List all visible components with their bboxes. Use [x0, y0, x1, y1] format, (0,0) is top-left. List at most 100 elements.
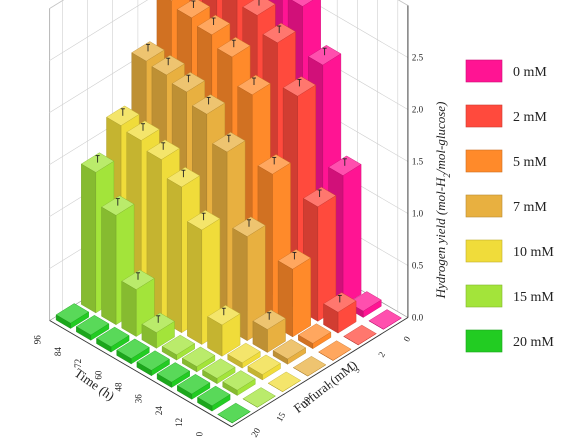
bar-face-side: [343, 336, 359, 346]
furfural-tick-label: 20: [249, 426, 262, 439]
bar: [186, 210, 221, 345]
bar: [277, 249, 312, 338]
bar-face-front: [358, 333, 377, 346]
bar: [116, 338, 150, 365]
furfural-tick-label: 15: [274, 410, 287, 423]
bar-top: [368, 309, 402, 330]
bar: [202, 358, 236, 385]
bar-face-side: [217, 414, 233, 424]
legend-label: 5 mM: [513, 155, 547, 170]
bar-face-side: [252, 320, 268, 353]
bar: [272, 339, 307, 365]
legend-swatch: [465, 59, 503, 83]
yield-tick-label: 1.5: [412, 157, 424, 167]
bar-top: [318, 340, 352, 361]
bar-face-side: [242, 398, 258, 408]
bar-face-front: [307, 364, 327, 377]
bar-face-side: [166, 178, 182, 334]
axes: [49, 5, 409, 428]
bar-face-side: [222, 381, 238, 396]
bar-face-side: [368, 320, 384, 330]
bar-face-side: [187, 221, 203, 345]
yield-tick-label: 1.0: [412, 209, 424, 219]
bar-face-side: [141, 323, 157, 349]
bar: [55, 303, 90, 329]
legend-label: 2 mM: [513, 110, 547, 125]
bar-face-side: [55, 314, 71, 329]
bar: [318, 340, 352, 361]
legend-label: 20 mM: [513, 335, 554, 350]
legend-entry: 2 mM: [465, 104, 547, 128]
bar-face-front: [383, 317, 402, 330]
time-tick-label: 24: [154, 406, 164, 416]
bar-face-side: [323, 303, 339, 334]
bar-face-side: [156, 373, 172, 388]
legend-swatch: [465, 194, 503, 218]
bar-face-side: [136, 361, 152, 377]
bar-top: [242, 387, 276, 408]
time-axis-line: [49, 320, 232, 428]
bar-top: [292, 356, 327, 377]
time-tick-label: 36: [134, 394, 144, 404]
time-tick-label: 96: [33, 335, 43, 345]
bar: [343, 324, 377, 346]
bar-face-side: [101, 206, 117, 326]
bar-face-front: [232, 411, 251, 424]
legend-entry: 5 mM: [465, 149, 547, 173]
bar: [136, 350, 170, 377]
bar: [96, 326, 130, 353]
grid-line-z: [49, 0, 409, 61]
time-tick-label: 72: [73, 359, 83, 368]
bar-face-side: [121, 280, 137, 337]
bar: [323, 292, 357, 334]
legend-entry: 7 mM: [465, 194, 547, 218]
bar-face-side: [247, 365, 263, 381]
time-tick-label: 84: [53, 347, 63, 357]
legend-entry: 0 mM: [465, 59, 547, 83]
legend-label: 10 mM: [513, 245, 554, 260]
furfural-tick-label: 2: [376, 350, 387, 359]
legend-label: 15 mM: [513, 290, 554, 305]
bar-face-side: [207, 316, 223, 357]
tick-labels: 0122436486072849620151075200.00.51.01.52…: [33, 53, 424, 439]
bar: [297, 323, 332, 350]
bar: [156, 362, 191, 388]
bar: [252, 309, 286, 353]
bar: [247, 354, 281, 381]
time-tick-label: 60: [93, 370, 103, 380]
bar-face-front: [342, 164, 362, 307]
bar-face-side: [182, 357, 198, 373]
bar-face-front: [292, 257, 311, 338]
bar-face-side: [177, 385, 193, 400]
bar-top: [217, 402, 251, 424]
legend-entry: 20 mM: [465, 329, 554, 353]
bar: [141, 312, 175, 349]
furfural-axis-line: [231, 317, 409, 428]
legend-swatch: [465, 239, 503, 263]
bar: [176, 374, 211, 400]
bar-face-side: [293, 367, 308, 377]
bar-face-front: [282, 380, 301, 392]
bars: [55, 0, 402, 424]
legend-label: 0 mM: [513, 65, 547, 80]
bar: [368, 309, 402, 330]
legend-swatch: [465, 104, 503, 128]
bar-face-side: [197, 397, 213, 412]
yield-tick-label: 2.0: [412, 105, 424, 115]
bar-face-side: [298, 334, 313, 350]
yield-tick-label: 2.5: [412, 53, 424, 63]
yield-tick-label: 0.0: [412, 313, 424, 323]
bar-top: [267, 371, 302, 392]
bar-face-side: [96, 338, 112, 353]
bar-face-side: [116, 349, 132, 365]
bar-face-side: [202, 369, 218, 385]
bar-top: [343, 324, 377, 346]
bar-face-side: [227, 354, 243, 369]
time-tick-label: 0: [194, 431, 204, 436]
legend-swatch: [465, 284, 503, 308]
legend-label: 7 mM: [513, 200, 547, 215]
bar-face-side: [272, 350, 288, 365]
legend-swatch: [465, 149, 503, 173]
bar: [207, 305, 241, 357]
